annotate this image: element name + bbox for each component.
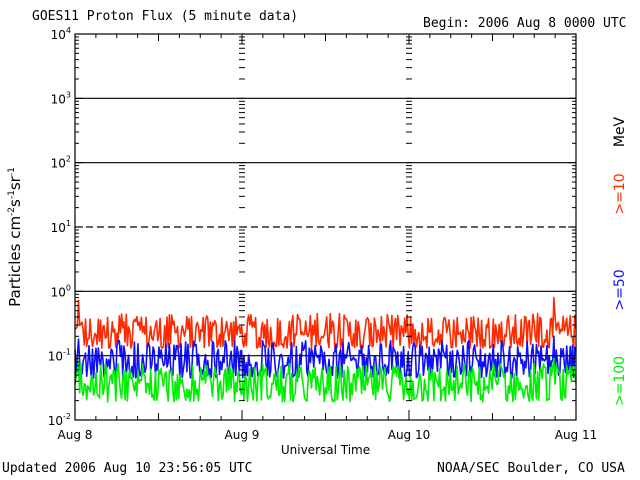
y-tick-label: 104 <box>51 26 71 42</box>
legend-unit: MeV <box>612 116 628 147</box>
y-tick-label: 102 <box>51 155 71 171</box>
y-tick-label: 10-2 <box>48 412 71 428</box>
chart-title: GOES11 Proton Flux (5 minute data) <box>32 9 299 24</box>
legend-series-2: >=50 <box>612 269 628 310</box>
x-tick-label: Aug 8 <box>58 428 93 442</box>
y-axis-label: Particles cm-2s-1sr-1 <box>6 167 24 307</box>
legend-series-3: >=100 <box>612 356 628 406</box>
data-source-label: NOAA/SEC Boulder, CO USA <box>437 461 625 476</box>
begin-time-label: Begin: 2006 Aug 8 0000 UTC <box>423 16 627 31</box>
y-tick-label: 10-1 <box>48 348 71 364</box>
updated-timestamp: Updated 2006 Aug 10 23:56:05 UTC <box>2 461 253 476</box>
y-tick-label: 101 <box>51 219 71 235</box>
x-tick-label: Aug 9 <box>225 428 260 442</box>
plot-frame <box>74 33 577 421</box>
x-axis-label: Universal Time <box>281 443 370 457</box>
legend-series-1: >=10 <box>612 173 628 214</box>
y-tick-label: 103 <box>51 90 71 106</box>
series-line-1 <box>74 296 577 350</box>
x-tick-label: Aug 10 <box>388 428 431 442</box>
y-tick-label: 100 <box>51 283 71 299</box>
x-tick-label: Aug 11 <box>555 428 598 442</box>
series-line-3 <box>74 357 577 403</box>
